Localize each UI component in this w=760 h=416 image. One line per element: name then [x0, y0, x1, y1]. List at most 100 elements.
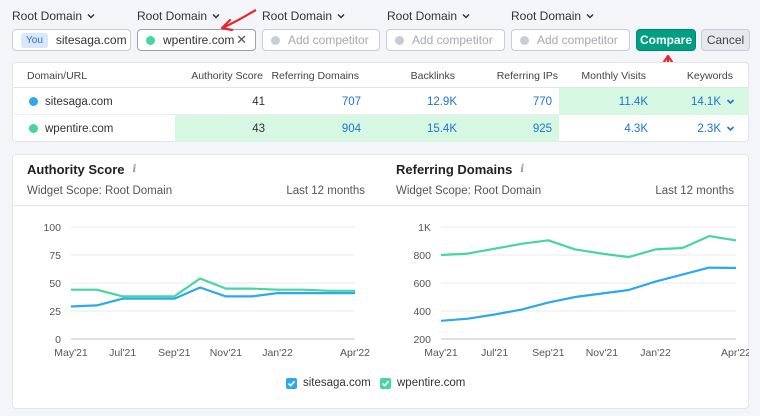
- keywords-value[interactable]: 2.3K: [697, 122, 721, 135]
- checkbox-checked-icon[interactable]: [380, 377, 391, 389]
- charts-panel: Authority Score i Widget Scope: Root Doma…: [12, 154, 749, 409]
- chart-title-text: Referring Domains: [396, 162, 513, 177]
- column-header[interactable]: Keywords: [686, 70, 733, 82]
- backlinks-cell[interactable]: 15.4K: [369, 115, 465, 142]
- root-domain-dropdown-5[interactable]: Root Domain: [511, 9, 594, 23]
- x-tick-label: Jul'21: [481, 347, 508, 359]
- series-line-sitesaga-com: [440, 266, 737, 322]
- chart-title-text: Authority Score: [27, 162, 125, 177]
- y-tick-label: 1K: [418, 222, 431, 234]
- chevron-down-icon[interactable]: [726, 97, 735, 106]
- dropdown-label: Root Domain: [387, 9, 458, 23]
- keywords-cell[interactable]: 14.1K: [663, 88, 749, 115]
- grey-dot-icon: [520, 35, 529, 45]
- dropdown-label: Root Domain: [137, 9, 208, 23]
- grey-dot-icon: [271, 35, 280, 45]
- x-tick-label: Apr'22: [340, 347, 370, 359]
- competitor-1-input[interactable]: wpentire.com ✕: [137, 29, 256, 51]
- legend-item-sitesaga[interactable]: sitesaga.com: [286, 377, 371, 389]
- legend-label: wpentire.com: [397, 377, 466, 389]
- keywords-value[interactable]: 14.1K: [690, 95, 721, 108]
- y-tick-label: 100: [43, 222, 61, 234]
- grey-dot-icon: [395, 35, 404, 45]
- competitor-4-input[interactable]: Add competitor: [511, 29, 630, 51]
- your-domain-value: sitesaga.com: [55, 33, 127, 47]
- info-icon[interactable]: i: [132, 164, 137, 175]
- keywords-cell[interactable]: 2.3K: [663, 115, 749, 142]
- y-tick-label: 200: [413, 334, 431, 346]
- competitor-3-input[interactable]: Add competitor: [386, 29, 505, 51]
- series-line-wpentire-com: [440, 235, 737, 259]
- y-tick-label: 25: [49, 306, 61, 318]
- chevron-down-icon: [87, 13, 95, 19]
- visits-value[interactable]: 11.4K: [618, 95, 648, 108]
- ref-domains-cell[interactable]: 707: [341, 95, 361, 108]
- cancel-button[interactable]: Cancel: [701, 29, 750, 51]
- series-line-wpentire-com: [71, 277, 355, 298]
- dropdown-label: Root Domain: [12, 9, 83, 23]
- authority-score-chart: 0 25 50 75 100 May'21 Jul'21 Sep'21 Nov'21 Jan'22…: [43, 222, 370, 359]
- checkbox-checked-icon[interactable]: [286, 377, 297, 389]
- y-tick-label: 75: [49, 250, 61, 262]
- chevron-down-icon: [462, 13, 470, 19]
- column-header[interactable]: Monthly Visits: [581, 70, 646, 82]
- root-domain-dropdown-1[interactable]: Root Domain: [12, 9, 95, 23]
- competitor-placeholder: Add competitor: [412, 33, 493, 47]
- column-header[interactable]: Referring Domains: [271, 70, 359, 82]
- authority-period: Last 12 months: [286, 185, 365, 197]
- visits-cell[interactable]: 4.3K: [624, 122, 648, 135]
- compare-button[interactable]: Compare: [636, 29, 696, 51]
- column-header: Domain/URL: [27, 70, 88, 82]
- info-icon[interactable]: i: [520, 164, 525, 175]
- x-tick-label: Jan'22: [640, 347, 671, 359]
- authority-widget-scope: Widget Scope: Root Domain: [27, 185, 173, 197]
- domain-cell: sitesaga.com: [29, 88, 113, 115]
- x-tick-label: Jul'21: [109, 347, 136, 359]
- authority-value: 43: [252, 122, 265, 135]
- ref-domains-value[interactable]: 904: [341, 122, 361, 135]
- backlinks-value[interactable]: 15.4K: [426, 122, 457, 135]
- referring-domains-chart: 200 400 600 800 1K May'21 Jul'21 Sep'21 Nov'21 Ja…: [413, 222, 749, 359]
- y-tick-label: 0: [55, 334, 61, 346]
- competitor-placeholder: Add competitor: [537, 33, 618, 47]
- y-tick-label: 400: [413, 306, 431, 318]
- authority-cell: 41: [252, 95, 265, 108]
- x-tick-label: Sep'21: [158, 347, 191, 359]
- refdomains-widget-scope: Widget Scope: Root Domain: [396, 185, 542, 197]
- competitor-1-value: wpentire.com: [163, 33, 235, 47]
- x-tick-label: May'21: [54, 347, 88, 359]
- root-domain-dropdown-4[interactable]: Root Domain: [387, 9, 470, 23]
- column-header[interactable]: Authority Score: [191, 70, 263, 82]
- comparison-table: Domain/URL Authority Score Referring Dom…: [12, 62, 749, 142]
- ref-domains-cell[interactable]: 904: [273, 115, 369, 142]
- green-dot-icon: [146, 35, 155, 45]
- column-header[interactable]: Referring IPs: [496, 70, 558, 82]
- table-row: wpentire.com 43 904 15.4K 925 4.3K 2.3K: [13, 115, 748, 142]
- ref-ips-cell[interactable]: 925: [465, 115, 559, 142]
- refdomains-period: Last 12 months: [655, 185, 734, 197]
- chevron-down-icon: [586, 13, 594, 19]
- clear-icon[interactable]: ✕: [236, 32, 247, 47]
- visits-cell[interactable]: 11.4K: [559, 88, 663, 115]
- competitor-2-input[interactable]: Add competitor: [262, 29, 380, 51]
- chevron-down-icon[interactable]: [726, 124, 735, 133]
- authority-chart-title: Authority Score i: [27, 162, 136, 177]
- refdomains-chart-title: Referring Domains i: [396, 162, 524, 177]
- your-domain-input[interactable]: You sitesaga.com: [12, 29, 131, 51]
- legend-label: sitesaga.com: [303, 377, 371, 389]
- series-line-sitesaga-com: [70, 286, 355, 308]
- green-dot-icon: [29, 124, 38, 133]
- root-domain-dropdown-2[interactable]: Root Domain: [137, 9, 220, 23]
- chevron-down-icon: [212, 13, 220, 19]
- column-header[interactable]: Backlinks: [410, 70, 455, 82]
- ref-ips-value[interactable]: 925: [532, 122, 552, 135]
- legend-item-wpentire[interactable]: wpentire.com: [380, 377, 465, 389]
- ref-ips-cell[interactable]: 770: [532, 95, 552, 108]
- table-row: sitesaga.com 41 707 12.9K 770 11.4K 14.1…: [13, 88, 749, 115]
- root-domain-dropdown-3[interactable]: Root Domain: [262, 9, 345, 23]
- panel-divider: [13, 205, 748, 206]
- x-tick-label: Nov'21: [210, 347, 243, 359]
- competitor-placeholder: Add competitor: [288, 33, 369, 47]
- backlinks-cell[interactable]: 12.9K: [426, 95, 457, 108]
- domain-cell: wpentire.com: [29, 115, 113, 142]
